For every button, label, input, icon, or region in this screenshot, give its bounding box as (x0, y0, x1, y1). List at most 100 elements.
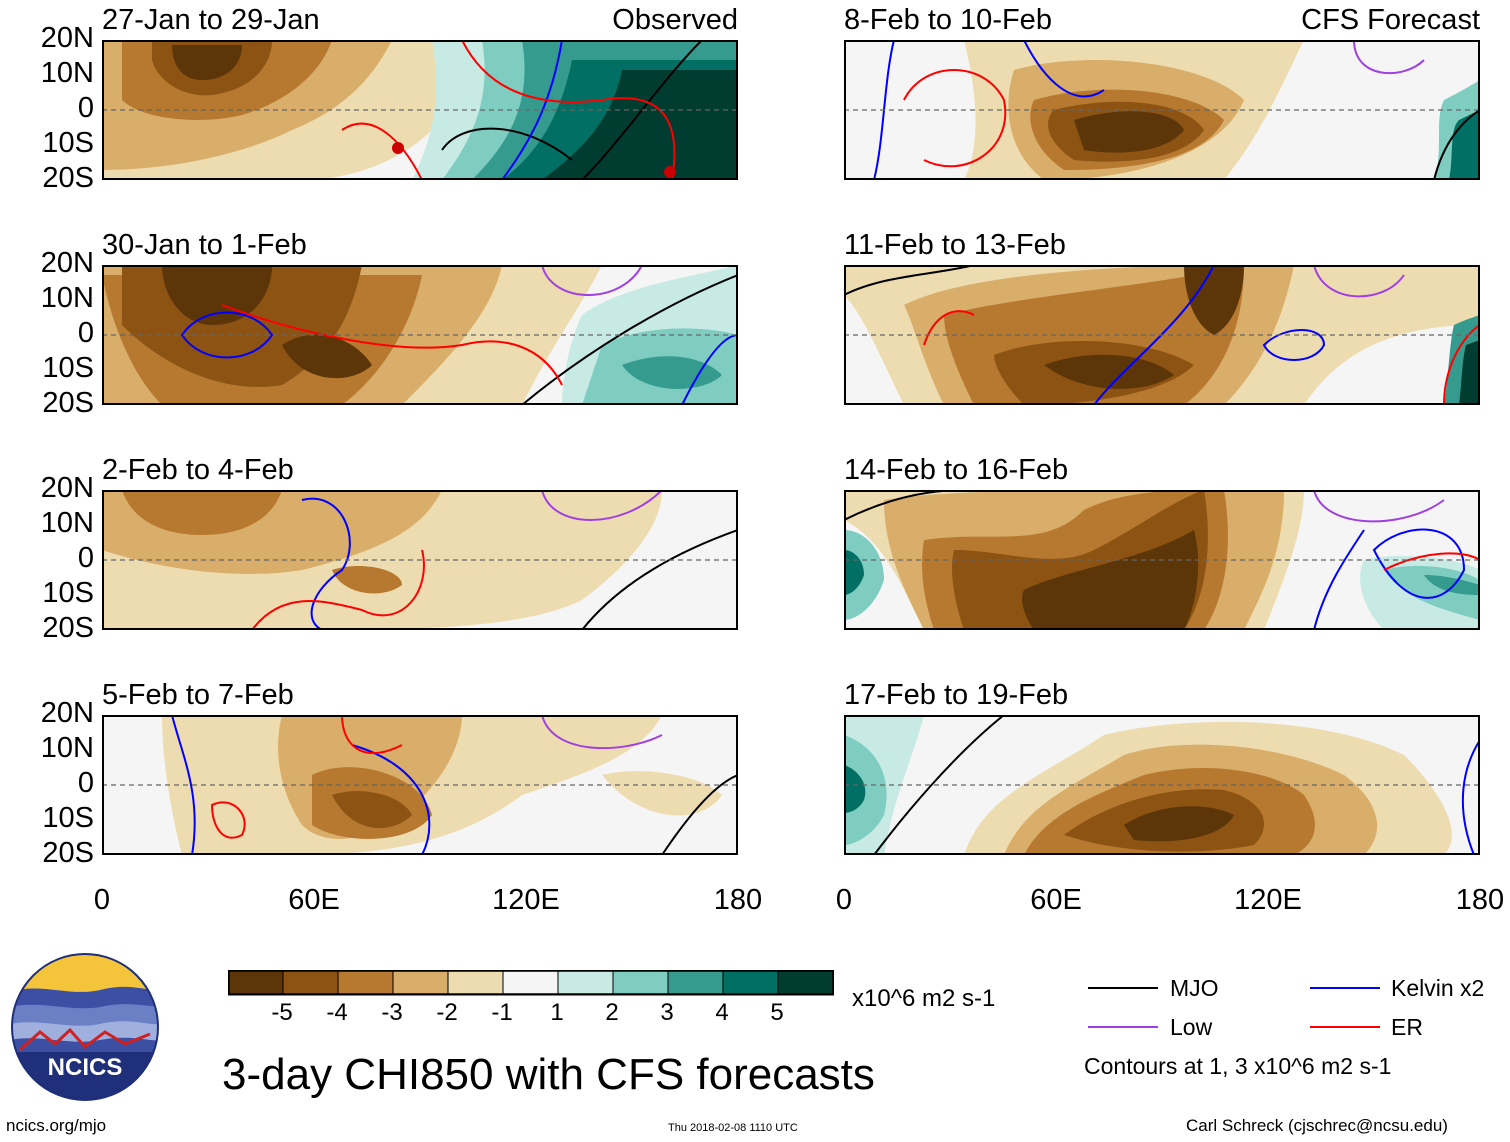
lon-label: 120E (1234, 884, 1302, 916)
panel-tag-cfs-forecast: CFS Forecast (1301, 4, 1480, 36)
lat-label: 0 (77, 542, 94, 574)
panel-title-left-2: 30-Jan to 1-Feb (102, 229, 307, 261)
low-contour (1313, 265, 1405, 298)
kelvin-contour (1372, 528, 1466, 599)
colorbar-tick-label: 5 (770, 999, 784, 1026)
panel-title-right-3: 14-Feb to 16-Feb (844, 454, 1069, 486)
kelvin-contour (171, 715, 196, 855)
lat-label: 10N (40, 282, 94, 314)
colorbar-tick-label: -1 (491, 999, 513, 1026)
mjo-contour (844, 265, 975, 296)
colorbar-cell (282, 970, 339, 996)
anomaly-wet (622, 356, 722, 389)
colorbar-cell (722, 970, 779, 996)
anomaly-dry (1022, 530, 1199, 630)
lat-label: 10N (40, 507, 94, 539)
colorbar-cell (447, 970, 504, 996)
er-contour (210, 801, 246, 839)
legend-line-low (1088, 1026, 1158, 1028)
colorbar-units: x10^6 m2 s-1 (852, 985, 996, 1012)
lon-label: 60E (1030, 884, 1082, 916)
er-contour (341, 122, 423, 180)
panel-frame (844, 715, 1480, 855)
lat-label: 0 (77, 767, 94, 799)
lat-label: 10S (42, 802, 94, 834)
lat-label: 0 (77, 92, 94, 124)
panel-title-left-4: 5-Feb to 7-Feb (102, 679, 294, 711)
colorbar-cell (667, 970, 724, 996)
colorbar (228, 970, 834, 996)
panel-frame (102, 265, 738, 405)
anomaly-wet (1459, 340, 1480, 405)
legend-line-kelvin (1310, 987, 1380, 989)
anomaly-dry (602, 771, 722, 816)
colorbar-cell (502, 970, 559, 996)
lat-label: 20S (42, 387, 94, 419)
er-contour (1443, 324, 1480, 405)
colorbar-cell (392, 970, 449, 996)
anomaly-wet (1424, 575, 1480, 595)
mjo-contour (873, 715, 1005, 855)
low-contour (1313, 490, 1445, 523)
lat-label: 20S (42, 837, 94, 869)
lat-label: 20N (40, 472, 94, 504)
lat-label: 20S (42, 612, 94, 644)
colorbar-tick-label: -4 (326, 999, 348, 1026)
er-contour (221, 304, 563, 386)
er-contour (251, 549, 425, 630)
lon-label: 180 (713, 884, 763, 916)
panel-tag-observed: Observed (612, 4, 738, 36)
anomaly-dry (1044, 354, 1174, 389)
anomaly-dry (122, 490, 282, 535)
ncics-logo: NCICS (11, 953, 159, 1101)
er-contour (341, 715, 403, 755)
low-contour (541, 490, 663, 521)
lat-label: 10S (42, 127, 94, 159)
lat-label: 10N (40, 57, 94, 89)
anomaly-dry (162, 265, 272, 325)
lat-label: 10S (42, 352, 94, 384)
legend-line-er (1310, 1026, 1380, 1028)
panel-frame (102, 490, 738, 630)
kelvin-contour (1313, 529, 1365, 630)
anomaly-dry (172, 45, 242, 80)
colorbar-cell (228, 970, 284, 996)
mjo-contour (1433, 109, 1480, 180)
colorbar-cell (337, 970, 394, 996)
map-panel-11feb (844, 265, 1480, 405)
panel-title-right-2: 11-Feb to 13-Feb (844, 229, 1066, 261)
panel-frame (844, 40, 1480, 180)
logo-text: NCICS (48, 1054, 123, 1081)
kelvin-contour (301, 497, 351, 630)
lon-label: 180 (1455, 884, 1505, 916)
anomaly-dry (1124, 806, 1234, 842)
colorbar-tick-label: 1 (550, 999, 564, 1026)
legend-contour-note: Contours at 1, 3 x10^6 m2 s-1 (1084, 1053, 1392, 1079)
anomaly-dry (1074, 111, 1184, 153)
anomaly-dry (1184, 265, 1244, 335)
colorbar-cell (777, 970, 834, 996)
lat-label: 20N (40, 697, 94, 729)
legend-label-er: ER (1391, 1014, 1423, 1040)
er-contour (903, 69, 1007, 168)
lon-label: 120E (492, 884, 560, 916)
panel-frame (102, 40, 738, 180)
map-panel-30jan (102, 265, 738, 405)
mjo-contour (441, 127, 573, 161)
er-contour (461, 40, 676, 180)
map-panel-17feb (844, 715, 1480, 855)
kelvin-contour (681, 334, 738, 405)
panel-frame (844, 265, 1480, 405)
legend-label-low: Low (1170, 1014, 1213, 1040)
panel-frame (844, 490, 1480, 630)
legend-label-mjo: MJO (1170, 975, 1219, 1001)
panel-title-left-1: 27-Jan to 29-Jan (102, 4, 320, 36)
colorbar-tick-label: -3 (381, 999, 403, 1026)
map-panel-5feb (102, 715, 738, 855)
kelvin-contour (501, 40, 563, 180)
kelvin-contour (1461, 739, 1480, 855)
colorbar-tick-label: 4 (715, 999, 729, 1026)
colorbar-cell (557, 970, 614, 996)
panel-title-right-1: 8-Feb to 10-Feb (844, 4, 1052, 36)
er-contour (1383, 552, 1480, 571)
